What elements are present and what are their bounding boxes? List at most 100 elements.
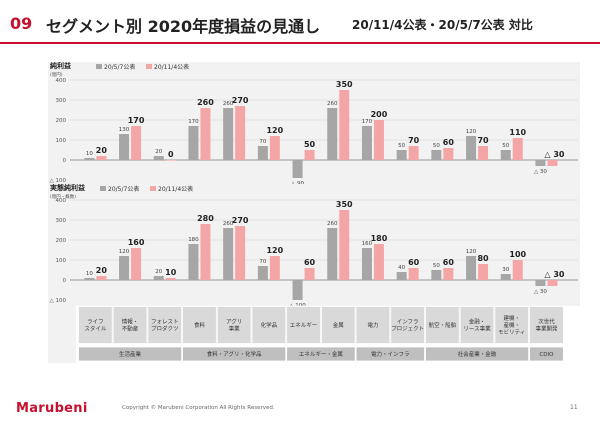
data-label-new: 260: [197, 98, 214, 107]
bar-new: [478, 146, 489, 160]
segment-name: フォレスト: [151, 319, 179, 326]
data-label-old: 50: [398, 143, 405, 149]
segment-name: 情報・: [122, 318, 139, 326]
data-label-new: △ 30: [544, 270, 565, 279]
bar-old: [292, 280, 303, 300]
y-tick-label-negative: △ 100: [50, 298, 67, 304]
bar-old: [119, 256, 130, 280]
data-label-old: 20: [155, 269, 162, 275]
segment-name: リース事業: [463, 325, 491, 333]
data-label-old: 70: [259, 139, 266, 145]
segment-name: アグリ: [226, 318, 242, 326]
data-label-new: △ 30: [544, 150, 565, 159]
data-label-new: 200: [371, 110, 388, 119]
segment-name: 産機・: [503, 321, 520, 329]
bar-old: [500, 150, 511, 160]
copyright-text: Copyright © Marubeni Corporation All Rig…: [122, 405, 275, 411]
group-cell: [78, 346, 182, 362]
page-title: セグメント別 2020年度損益の見通し: [46, 17, 321, 36]
segment-name: ライフ: [87, 319, 104, 326]
y-axis-unit: (億円): [50, 71, 63, 78]
bar-old: [396, 150, 407, 160]
segment-name: 金属: [333, 321, 344, 329]
y-tick-label: 0: [63, 278, 67, 284]
segment-name: 不動産: [122, 325, 139, 333]
chart-title: 純利益: [50, 61, 71, 70]
bar-new: [443, 148, 454, 160]
data-label-new: 10: [165, 268, 177, 277]
data-label-old: 120: [119, 249, 130, 255]
data-label-new: 120: [266, 126, 283, 135]
segment-cell: [251, 306, 287, 344]
bar-old: [188, 244, 199, 280]
bar-new: [339, 90, 350, 160]
segment-name: 電力: [367, 321, 378, 329]
bar-new: [269, 256, 280, 280]
data-label-old: 20: [155, 149, 162, 155]
legend-label-old: 20/5/7公表: [104, 63, 135, 71]
bar-old: [466, 256, 477, 280]
data-label-old: △ 30: [534, 289, 547, 295]
bar-new: [373, 120, 384, 160]
y-tick-label: 200: [56, 238, 67, 244]
bar-new: [408, 268, 419, 280]
chart-title: 実態純利益: [50, 183, 85, 192]
data-label-old: 10: [86, 271, 93, 277]
data-label-new: 170: [128, 116, 145, 125]
segment-cell: [78, 306, 113, 344]
bar-old: [327, 108, 338, 160]
data-label-old: 10: [86, 151, 93, 157]
data-label-new: 50: [304, 140, 316, 149]
legend-swatch-new: [146, 64, 152, 69]
header-divider: [0, 42, 600, 44]
data-label-new: 60: [304, 258, 316, 267]
segment-name: 食料: [194, 321, 206, 329]
bar-old: [466, 136, 477, 160]
data-label-old: 260: [223, 101, 234, 107]
bar-old: [361, 126, 372, 160]
header: 09 セグメント別 2020年度損益の見通し 20/11/4公表・20/5/7公…: [0, 0, 600, 40]
segment-cell: [320, 306, 356, 344]
y-tick-label-negative: △ 100: [50, 178, 67, 184]
bar-old: [119, 134, 130, 160]
legend-swatch-new: [150, 186, 156, 191]
company-logo: Marubeni: [16, 401, 88, 416]
bar-old: [153, 276, 164, 280]
data-label-new: 60: [443, 258, 455, 267]
data-label-old: 120: [466, 129, 477, 135]
group-cell: [286, 346, 356, 362]
data-label-old: 50: [433, 143, 440, 149]
legend-swatch-old: [100, 186, 106, 191]
section-number: 09: [10, 14, 33, 33]
bar-new: [547, 160, 558, 166]
segment-cell: [355, 306, 391, 344]
group-name: 社会産業・金融: [458, 350, 497, 358]
bar-new: [96, 156, 107, 160]
segment-cell: [390, 306, 425, 344]
data-label-new: 80: [477, 254, 489, 263]
legend-label-old: 20/5/7公表: [108, 185, 139, 193]
group-cell: [425, 346, 529, 362]
segment-name: 事業開発: [535, 325, 558, 333]
group-name: 食料・アグリ・化学品: [207, 350, 262, 358]
bar-new: [304, 268, 315, 280]
data-label-new: 270: [232, 216, 249, 225]
bar-old: [396, 272, 407, 280]
segment-cell: [216, 306, 252, 344]
group-cell: [529, 346, 564, 362]
data-label-old: 70: [259, 259, 266, 265]
bar-old: [223, 108, 234, 160]
group-cell: [182, 346, 287, 362]
legend-swatch-old: [96, 64, 102, 69]
bar-new: [443, 268, 454, 280]
bar-new: [339, 210, 350, 280]
bar-new: [165, 278, 176, 280]
bar-new: [96, 276, 107, 280]
data-label-new: 60: [443, 138, 455, 147]
data-label-new: 270: [232, 96, 249, 105]
segment-name: 化学品: [261, 321, 278, 329]
y-tick-label: 300: [56, 98, 67, 104]
data-label-old: 50: [502, 143, 509, 149]
group-cell: [355, 346, 425, 362]
chart-panel: [48, 184, 580, 306]
